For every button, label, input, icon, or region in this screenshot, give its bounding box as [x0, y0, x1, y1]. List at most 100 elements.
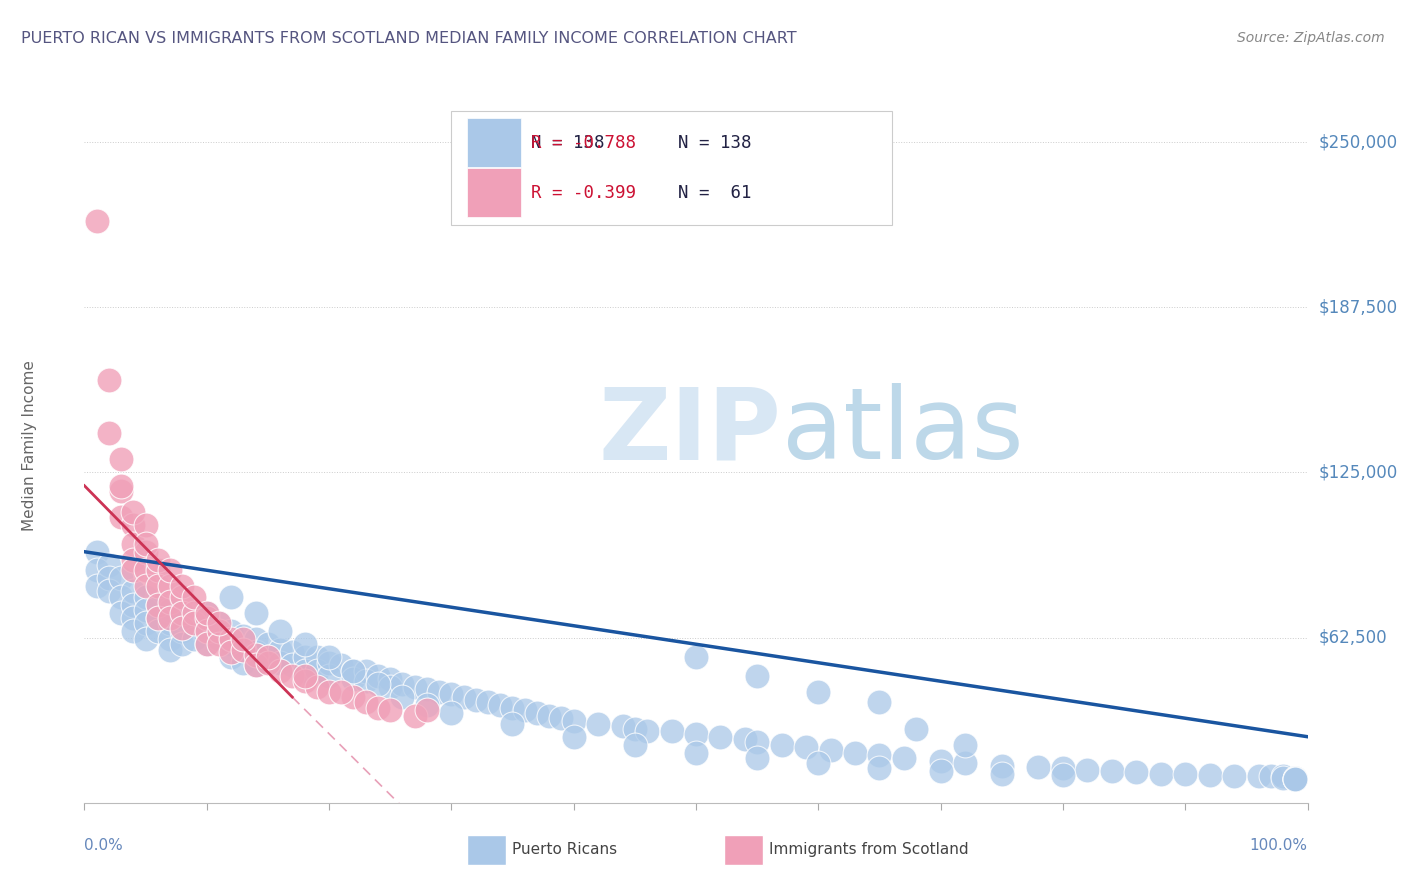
Point	[747, 735, 769, 749]
Point	[86, 579, 108, 593]
Point	[208, 616, 231, 631]
Point	[612, 719, 634, 733]
Point	[122, 537, 145, 551]
Point	[122, 624, 145, 638]
Point	[159, 616, 181, 631]
FancyBboxPatch shape	[467, 168, 522, 218]
Point	[232, 632, 254, 646]
Point	[257, 650, 280, 665]
Point	[893, 751, 915, 765]
Point	[1198, 768, 1220, 782]
Text: $62,500: $62,500	[1319, 629, 1388, 647]
FancyBboxPatch shape	[724, 835, 763, 865]
Text: Source: ZipAtlas.com: Source: ZipAtlas.com	[1237, 31, 1385, 45]
Point	[367, 669, 389, 683]
Point	[354, 664, 377, 678]
Point	[269, 664, 291, 678]
Point	[709, 730, 731, 744]
Point	[391, 690, 413, 704]
Point	[86, 214, 108, 228]
Text: $250,000: $250,000	[1319, 133, 1398, 151]
Point	[453, 690, 475, 704]
Point	[172, 621, 194, 635]
Point	[159, 632, 181, 646]
Point	[172, 606, 194, 620]
Point	[195, 637, 218, 651]
FancyBboxPatch shape	[467, 118, 522, 168]
Point	[844, 746, 866, 760]
Point	[380, 680, 402, 694]
Text: Median Family Income: Median Family Income	[22, 360, 37, 532]
Point	[416, 698, 439, 712]
Point	[416, 703, 439, 717]
Point	[1284, 772, 1306, 786]
Point	[770, 738, 793, 752]
Point	[135, 632, 157, 646]
Point	[135, 579, 157, 593]
Point	[1052, 768, 1074, 782]
Point	[219, 624, 242, 638]
Point	[294, 669, 316, 683]
Point	[245, 648, 267, 662]
Text: N =  61: N = 61	[678, 184, 751, 202]
Point	[122, 518, 145, 533]
Point	[318, 685, 340, 699]
Point	[281, 645, 304, 659]
Point	[159, 603, 181, 617]
Text: N = 138: N = 138	[678, 134, 751, 152]
Point	[501, 700, 523, 714]
Point	[257, 650, 280, 665]
Text: PUERTO RICAN VS IMMIGRANTS FROM SCOTLAND MEDIAN FAMILY INCOME CORRELATION CHART: PUERTO RICAN VS IMMIGRANTS FROM SCOTLAND…	[21, 31, 797, 46]
Point	[869, 761, 891, 775]
Point	[440, 706, 463, 720]
Text: Puerto Ricans: Puerto Ricans	[512, 842, 617, 857]
Point	[367, 700, 389, 714]
Point	[624, 738, 647, 752]
Point	[122, 584, 145, 599]
Point	[257, 656, 280, 670]
Point	[245, 645, 267, 659]
Point	[342, 664, 364, 678]
Point	[1101, 764, 1123, 778]
Text: R = -0.399: R = -0.399	[531, 184, 636, 202]
FancyBboxPatch shape	[467, 835, 506, 865]
Point	[135, 590, 157, 604]
Point	[404, 680, 426, 694]
Point	[257, 637, 280, 651]
Point	[195, 621, 218, 635]
Point	[1260, 769, 1282, 783]
Point	[747, 669, 769, 683]
Point	[661, 724, 683, 739]
Point	[172, 611, 194, 625]
Point	[97, 584, 120, 599]
Point	[794, 740, 817, 755]
Point	[807, 685, 830, 699]
Point	[1272, 769, 1295, 783]
Point	[305, 664, 328, 678]
Point	[110, 483, 132, 498]
Text: $125,000: $125,000	[1319, 464, 1398, 482]
Point	[294, 674, 316, 689]
Point	[440, 688, 463, 702]
Point	[135, 545, 157, 559]
Point	[550, 711, 572, 725]
Point	[146, 563, 169, 577]
Point	[294, 650, 316, 665]
Point	[97, 558, 120, 572]
Point	[747, 751, 769, 765]
Text: 0.0%: 0.0%	[84, 838, 124, 853]
Point	[110, 510, 132, 524]
Point	[146, 552, 169, 566]
Point	[135, 603, 157, 617]
Point	[354, 674, 377, 689]
Point	[869, 695, 891, 709]
Point	[146, 598, 169, 612]
Point	[305, 680, 328, 694]
Text: R = -0.788: R = -0.788	[531, 134, 636, 152]
Point	[195, 606, 218, 620]
Point	[183, 590, 205, 604]
Point	[330, 685, 353, 699]
Point	[159, 611, 181, 625]
Point	[1125, 765, 1147, 780]
Point	[318, 669, 340, 683]
